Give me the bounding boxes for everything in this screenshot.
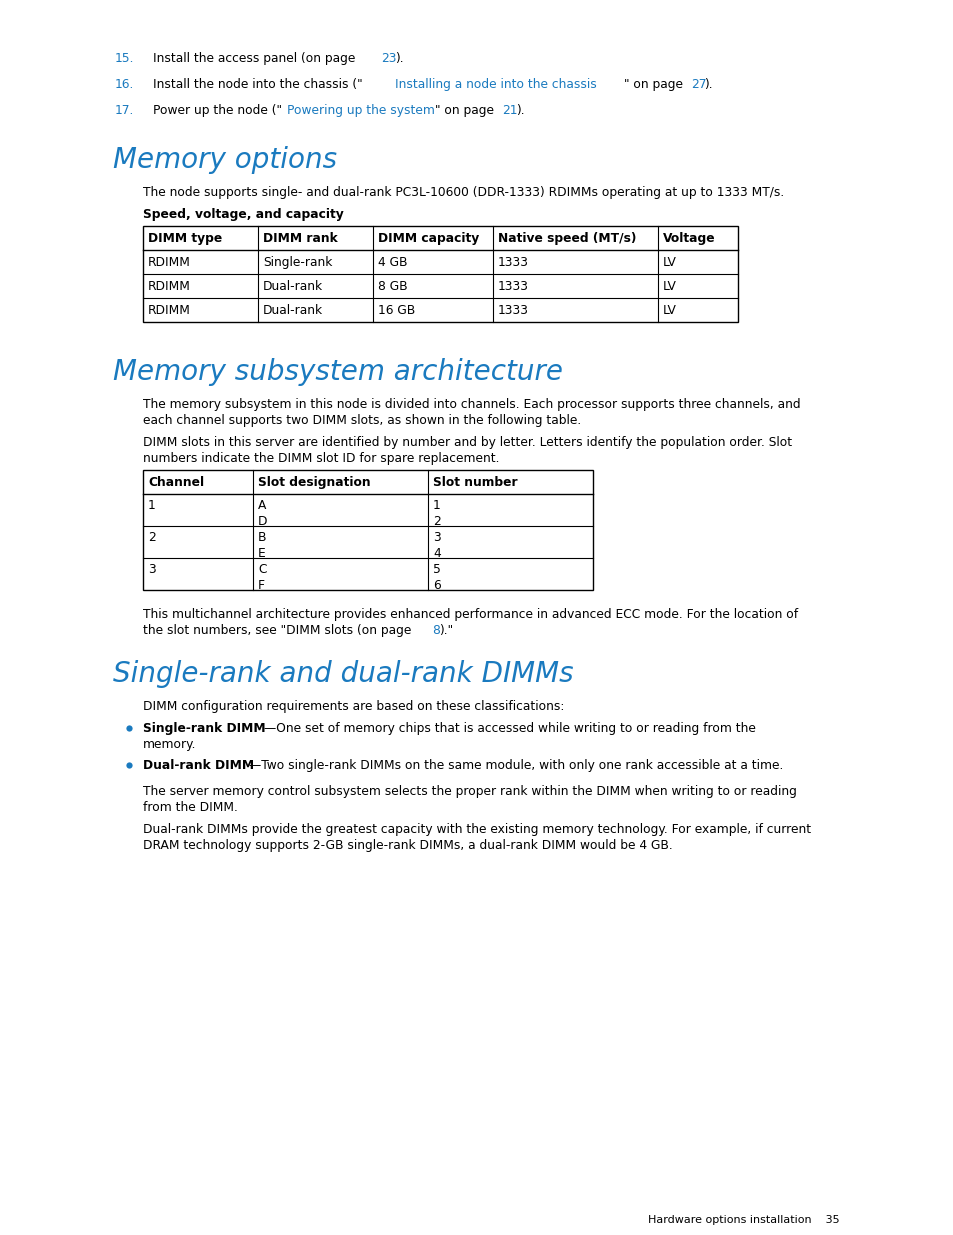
Text: Dual-rank DIMMs provide the greatest capacity with the existing memory technolog: Dual-rank DIMMs provide the greatest cap… [143,823,810,836]
Text: DIMM rank: DIMM rank [263,232,337,245]
Text: DIMM configuration requirements are based on these classifications:: DIMM configuration requirements are base… [143,700,564,713]
Text: Slot number: Slot number [433,475,517,489]
Text: —Two single-rank DIMMs on the same module, with only one rank accessible at a ti: —Two single-rank DIMMs on the same modul… [249,760,782,772]
Text: 1333: 1333 [497,280,529,293]
Text: Dual-rank: Dual-rank [263,304,323,317]
Text: ).: ). [395,52,403,65]
Text: 5: 5 [433,563,440,576]
Text: 2: 2 [148,531,155,543]
Text: 1: 1 [433,499,440,513]
Text: This multichannel architecture provides enhanced performance in advanced ECC mod: This multichannel architecture provides … [143,608,798,621]
Text: Channel: Channel [148,475,204,489]
Text: Powering up the system: Powering up the system [287,104,435,117]
Text: " on page: " on page [623,78,686,91]
Text: DRAM technology supports 2-GB single-rank DIMMs, a dual-rank DIMM would be 4 GB.: DRAM technology supports 2-GB single-ran… [143,839,672,852]
Text: Single-rank DIMM: Single-rank DIMM [143,722,265,735]
Text: 1: 1 [148,499,155,513]
Text: Memory subsystem architecture: Memory subsystem architecture [112,358,562,387]
Bar [143,226,738,322]
Text: The node supports single- and dual-rank PC3L-10600 (DDR-1333) RDIMMs operating a: The node supports single- and dual-rank … [143,186,783,199]
Text: LV: LV [662,256,677,269]
Text: 15.: 15. [115,52,134,65]
Text: —One set of memory chips that is accessed while writing to or reading from the: —One set of memory chips that is accesse… [264,722,756,735]
Text: The server memory control subsystem selects the proper rank within the DIMM when: The server memory control subsystem sele… [143,785,796,798]
Text: Install the node into the chassis (": Install the node into the chassis (" [152,78,362,91]
Text: 4 GB: 4 GB [377,256,407,269]
Text: " on page: " on page [435,104,497,117]
Text: memory.: memory. [143,739,196,751]
Text: 16 GB: 16 GB [377,304,415,317]
Text: Installing a node into the chassis: Installing a node into the chassis [395,78,597,91]
Text: ).: ). [516,104,524,117]
Text: Power up the node (": Power up the node (" [152,104,282,117]
Text: ).: ). [703,78,712,91]
Text: RDIMM: RDIMM [148,256,191,269]
Text: 16.: 16. [115,78,134,91]
Text: DIMM slots in this server are identified by number and by letter. Letters identi: DIMM slots in this server are identified… [143,436,791,450]
Text: D: D [257,515,267,529]
Text: each channel supports two DIMM slots, as shown in the following table.: each channel supports two DIMM slots, as… [143,414,580,427]
Text: 4: 4 [433,547,440,559]
Text: 23: 23 [381,52,396,65]
Bar [143,471,593,590]
Text: LV: LV [662,280,677,293]
Text: F: F [257,579,265,592]
Text: 8: 8 [432,624,439,637]
Text: 2: 2 [433,515,440,529]
Text: E: E [257,547,266,559]
Text: 8 GB: 8 GB [377,280,407,293]
Text: Dual-rank: Dual-rank [263,280,323,293]
Text: 27: 27 [690,78,705,91]
Text: Single-rank: Single-rank [263,256,332,269]
Text: Install the access panel (on page: Install the access panel (on page [152,52,359,65]
Text: Slot designation: Slot designation [257,475,370,489]
Text: DIMM capacity: DIMM capacity [377,232,478,245]
Text: the slot numbers, see "DIMM slots (on page: the slot numbers, see "DIMM slots (on pa… [143,624,415,637]
Text: RDIMM: RDIMM [148,304,191,317]
Text: The memory subsystem in this node is divided into channels. Each processor suppo: The memory subsystem in this node is div… [143,398,800,411]
Text: Speed, voltage, and capacity: Speed, voltage, and capacity [143,207,343,221]
Text: from the DIMM.: from the DIMM. [143,802,237,814]
Text: 17.: 17. [115,104,134,117]
Text: B: B [257,531,266,543]
Text: numbers indicate the DIMM slot ID for spare replacement.: numbers indicate the DIMM slot ID for sp… [143,452,499,466]
Text: Native speed (MT/s): Native speed (MT/s) [497,232,636,245]
Text: 6: 6 [433,579,440,592]
Text: 3: 3 [148,563,155,576]
Text: 21: 21 [502,104,517,117]
Text: DIMM type: DIMM type [148,232,222,245]
Text: LV: LV [662,304,677,317]
Text: C: C [257,563,266,576]
Text: RDIMM: RDIMM [148,280,191,293]
Text: ).": )." [438,624,453,637]
Text: Hardware options installation    35: Hardware options installation 35 [648,1215,840,1225]
Text: A: A [257,499,266,513]
Text: 1333: 1333 [497,256,529,269]
Text: Memory options: Memory options [112,146,336,174]
Text: Dual-rank DIMM: Dual-rank DIMM [143,760,253,772]
Text: Single-rank and dual-rank DIMMs: Single-rank and dual-rank DIMMs [112,659,573,688]
Text: 3: 3 [433,531,440,543]
Text: 1333: 1333 [497,304,529,317]
Text: Voltage: Voltage [662,232,715,245]
